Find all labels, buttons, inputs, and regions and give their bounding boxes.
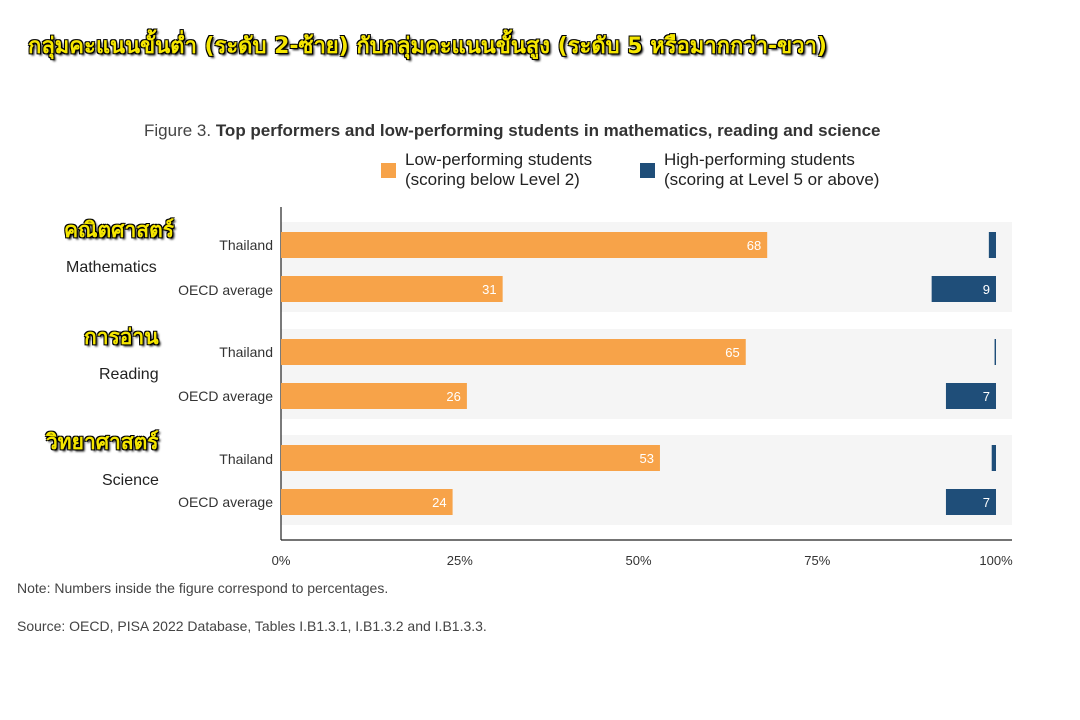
bar-label-high-reading-oecd: 7 [983,389,990,404]
bar-low-science-thailand [281,445,660,471]
bar-low-math-oecd [281,276,503,302]
subject-thai-reading: การอ่าน [84,325,159,349]
subject-thai-science: วิทยาศาสตร์ [46,430,159,454]
x-tick-label-4: 100% [979,553,1013,568]
bar-label-low-reading-oecd: 26 [446,389,460,404]
legend-high-line1: High-performing students [664,150,855,169]
bar-high-math-thailand [988,232,996,258]
subject-thai-math: คณิตศาสตร์ [64,218,175,242]
x-tick-label-3: 75% [804,553,830,568]
banner-title: กลุ่มคะแนนขั้นต่ำ (ระดับ 2-ซ้าย) กับกลุ่… [28,34,827,59]
bar-high-science-thailand [991,445,996,471]
bar-high-reading-thailand [994,339,996,365]
figure-title: Figure 3. Top performers and low-perform… [144,121,881,141]
bar-label-high-science-oecd: 7 [983,495,990,510]
bar-label-high-math-oecd: 9 [983,282,990,297]
x-tick-label-0: 0% [272,553,291,568]
row-label-math-thailand: Thailand [219,237,273,253]
source-text: Source: OECD, PISA 2022 Database, Tables… [17,618,487,634]
bar-label-low-math-thailand: 68 [747,238,761,253]
bar-high-science-oecd [945,489,996,515]
legend-low-line1: Low-performing students [405,150,593,169]
legend-swatch-high [640,163,655,178]
row-label-reading-thailand: Thailand [219,344,273,360]
row-label-reading-oecd: OECD average [178,388,273,404]
note-text: Note: Numbers inside the figure correspo… [17,580,389,596]
bar-label-low-science-thailand: 53 [639,451,653,466]
subject-english-reading: Reading [99,366,159,383]
bar-label-low-math-oecd: 31 [482,282,496,297]
subject-english-math: Mathematics [66,259,157,276]
bar-high-reading-oecd [945,383,996,409]
bar-label-low-science-oecd: 24 [432,495,446,510]
bar-high-math-oecd [931,276,996,302]
row-label-math-oecd: OECD average [178,282,273,298]
bar-low-math-thailand [281,232,768,258]
figure-title-text: Top performers and low-performing studen… [215,121,881,140]
row-label-science-thailand: Thailand [219,451,273,467]
bar-low-science-oecd [281,489,453,515]
x-tick-label-2: 50% [625,553,651,568]
figure-prefix: Figure 3. [144,121,216,140]
legend-high-line2: (scoring at Level 5 or above) [664,170,880,189]
bar-low-reading-thailand [281,339,746,365]
bar-chart: 68 31 9 65 26 7 53 24 7 0% 25% 50% 75% 100% [272,207,1013,568]
legend-swatch-low [381,163,396,178]
x-tick-label-1: 25% [447,553,473,568]
bar-low-reading-oecd [281,383,467,409]
subject-english-science: Science [102,472,159,489]
legend-label-low: Low-performing students (scoring below L… [405,150,592,190]
bar-label-low-reading-thailand: 65 [725,345,739,360]
legend-label-high: High-performing students (scoring at Lev… [664,150,879,190]
row-label-science-oecd: OECD average [178,494,273,510]
legend-low-line2: (scoring below Level 2) [405,170,580,189]
